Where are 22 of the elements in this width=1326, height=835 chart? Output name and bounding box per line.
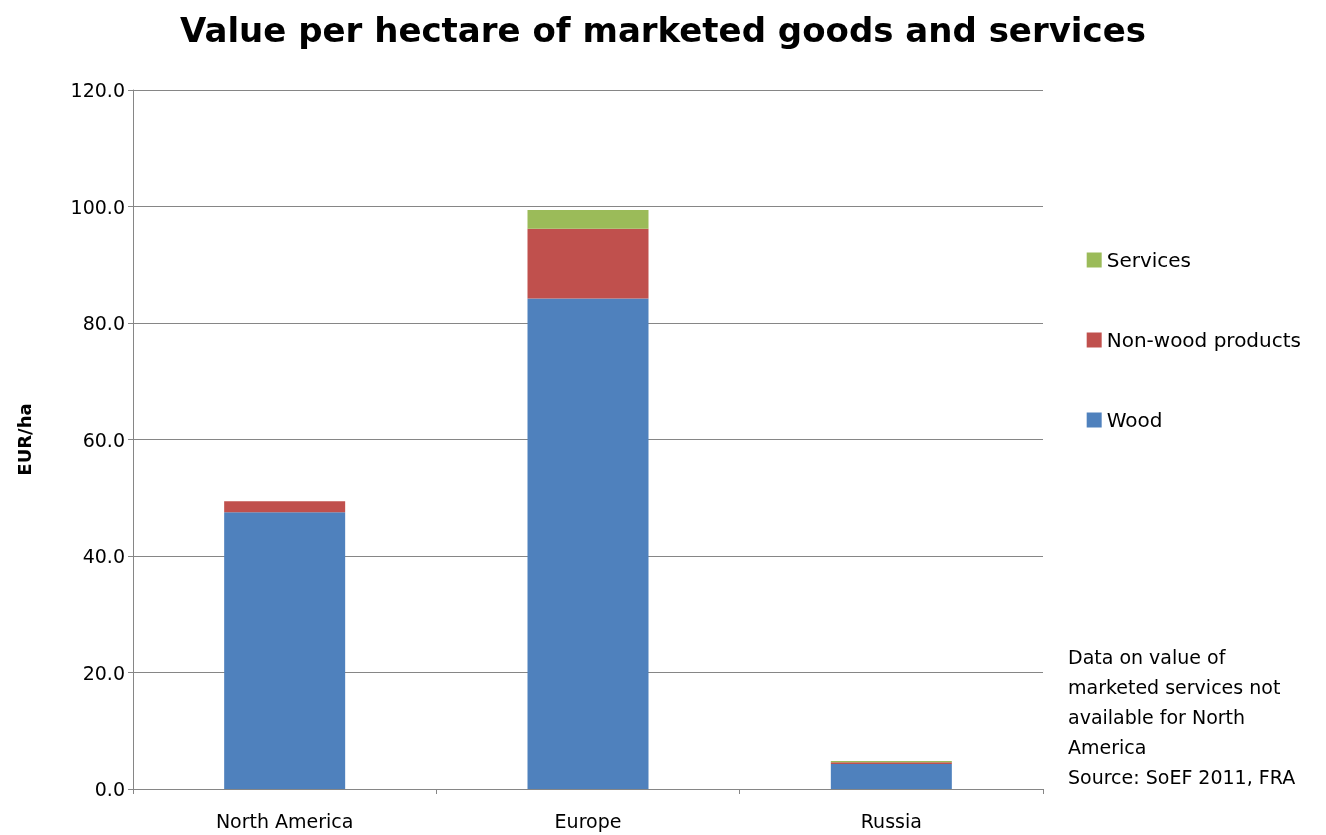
y-tick-label: 0.0 xyxy=(94,778,125,800)
y-axis-title: EUR/ha xyxy=(13,403,35,476)
bar xyxy=(527,298,649,789)
bar xyxy=(224,512,346,789)
bar xyxy=(224,501,346,513)
x-tick-label: Europe xyxy=(554,809,622,832)
y-tick-label: 60.0 xyxy=(82,428,125,451)
text: Data on value of marketed services not available for North America Source: SoEF 2011, FRA xyxy=(1068,646,1296,788)
y-tick-label: 120.0 xyxy=(70,79,125,101)
chart-title: Value per hectare of marketed goods and services xyxy=(180,10,1146,50)
bar xyxy=(830,763,952,789)
y-tick-label: 40.0 xyxy=(82,545,125,567)
legend-label: Services xyxy=(1106,248,1192,272)
x-tick-label: Russia xyxy=(860,809,922,832)
y-tick-label: 80.0 xyxy=(82,312,125,334)
x-tick-label: North America xyxy=(215,809,354,832)
y-tick-label: 20.0 xyxy=(82,661,125,684)
legend-label: Wood xyxy=(1106,408,1163,432)
legend-label: Non-wood products xyxy=(1106,328,1302,352)
bar xyxy=(527,228,649,299)
y-tick-label: 100.0 xyxy=(70,195,125,218)
bar xyxy=(527,210,649,229)
